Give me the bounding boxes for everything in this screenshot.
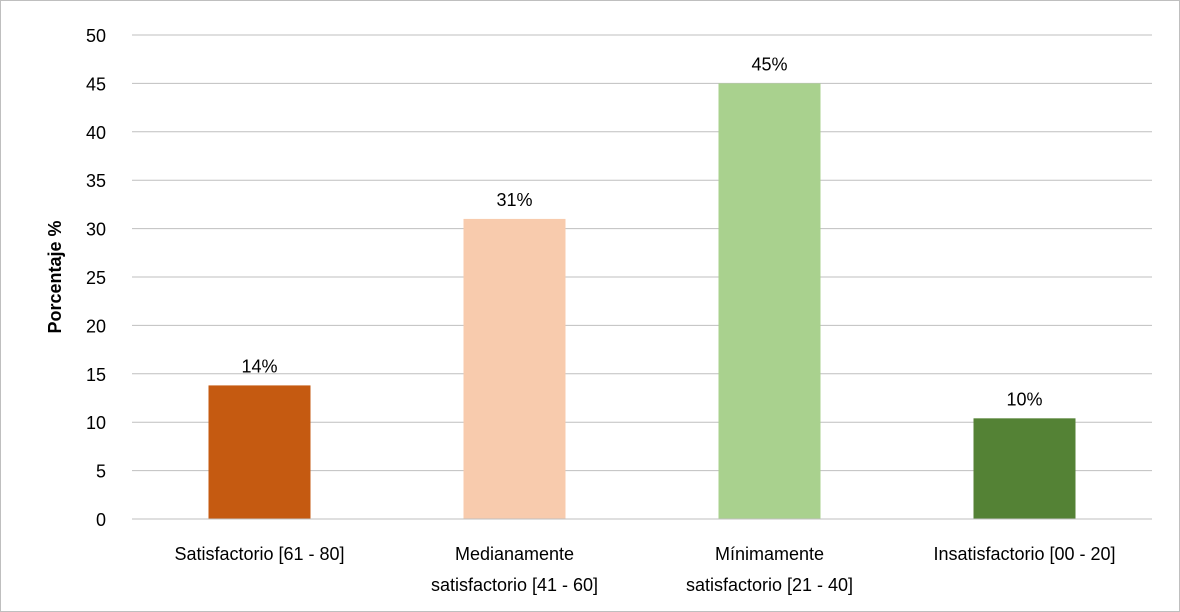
bar [973, 418, 1076, 519]
bar [463, 218, 566, 520]
data-label: 45% [751, 54, 787, 74]
y-tick-label: 10 [86, 413, 106, 433]
bar [718, 83, 821, 520]
y-tick-label: 15 [86, 365, 106, 385]
data-label: 10% [1006, 389, 1042, 409]
data-label: 31% [496, 190, 532, 210]
x-axis-categories: Satisfactorio [61 - 80] Medianamente satis… [174, 544, 1115, 595]
bars [208, 83, 1076, 520]
y-tick-label: 25 [86, 268, 106, 288]
y-axis-ticks: 0 5 10 15 20 25 30 35 40 45 50 [86, 26, 106, 530]
x-category-label: satisfactorio [21 - 40] [686, 575, 853, 595]
x-category-label: Medianamente [455, 544, 574, 564]
bar [208, 385, 311, 519]
y-tick-label: 40 [86, 123, 106, 143]
y-tick-label: 50 [86, 26, 106, 46]
x-category-label: satisfactorio [41 - 60] [431, 575, 598, 595]
y-tick-label: 0 [96, 510, 106, 530]
y-tick-label: 5 [96, 462, 106, 482]
x-category-label: Satisfactorio [61 - 80] [174, 544, 344, 564]
y-tick-label: 20 [86, 316, 106, 336]
y-tick-label: 35 [86, 171, 106, 191]
x-category-label: Mínimamente [715, 544, 824, 564]
y-tick-label: 30 [86, 220, 106, 240]
data-labels: 14% 31% 45% 10% [241, 54, 1042, 409]
y-axis-label: Porcentaje % [45, 220, 65, 333]
x-category-label: Insatisfactorio [00 - 20] [933, 544, 1115, 564]
y-tick-label: 45 [86, 74, 106, 94]
data-label: 14% [241, 356, 277, 376]
